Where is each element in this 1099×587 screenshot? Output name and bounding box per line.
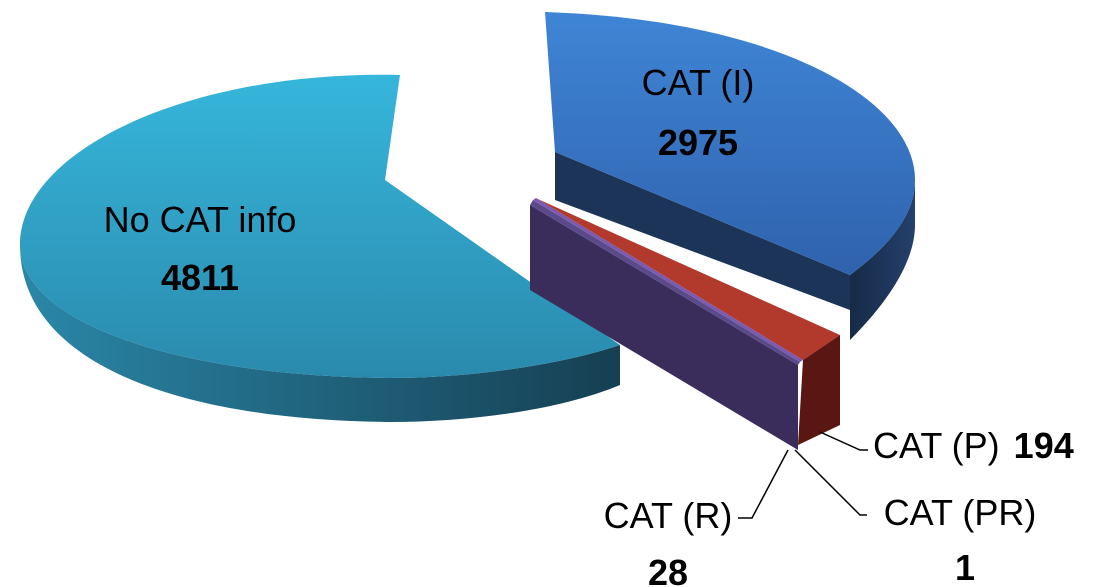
pie-slice-cat-pr-side (533, 198, 803, 362)
slice-value-cat-i: 2975 (658, 122, 738, 163)
leader-line-cat-pr (794, 449, 867, 516)
slice-value-no-cat-info: 4811 (161, 257, 239, 298)
slice-label-cat-p-name: CAT (P) (873, 425, 1000, 466)
slice-label-cat-pr: CAT (PR) (884, 492, 1037, 533)
slice-value-cat-r: 28 (648, 552, 688, 587)
slice-value-cat-pr: 1 (955, 547, 975, 587)
pie-slice-cat-i-outer-side (850, 180, 915, 340)
pie-slice-cat-r (530, 200, 800, 450)
pie-slice-cat-pr (533, 198, 803, 362)
pie-slice-cat-p-side (798, 335, 840, 445)
pie-slice-no-cat-info-side (20, 245, 620, 422)
slice-label-cat-i: CAT (I) (642, 62, 755, 103)
slice-label-cat-r: CAT (R) (604, 495, 733, 536)
pie-slice-cat-p (536, 198, 840, 445)
pie-slice-cat-p-top (536, 198, 840, 360)
pie-slice-cat-i-top (545, 12, 915, 275)
slice-label-no-cat-info: No CAT info (104, 199, 297, 240)
pie-slice-no-cat-info-top (20, 74, 620, 379)
pie-slice-no-cat-info (20, 74, 620, 422)
pie-slice-cat-i-side (555, 152, 850, 310)
leader-line-cat-p (819, 431, 868, 451)
slice-label-cat-p: CAT (P) 194 (873, 425, 1074, 466)
slice-value-cat-p: 194 (1014, 425, 1074, 466)
pie-slice-cat-r-side (530, 205, 798, 450)
leader-line-cat-r (738, 449, 789, 519)
pie-slice-cat-r-edge (530, 200, 800, 365)
pie-slice-cat-i (545, 12, 915, 340)
